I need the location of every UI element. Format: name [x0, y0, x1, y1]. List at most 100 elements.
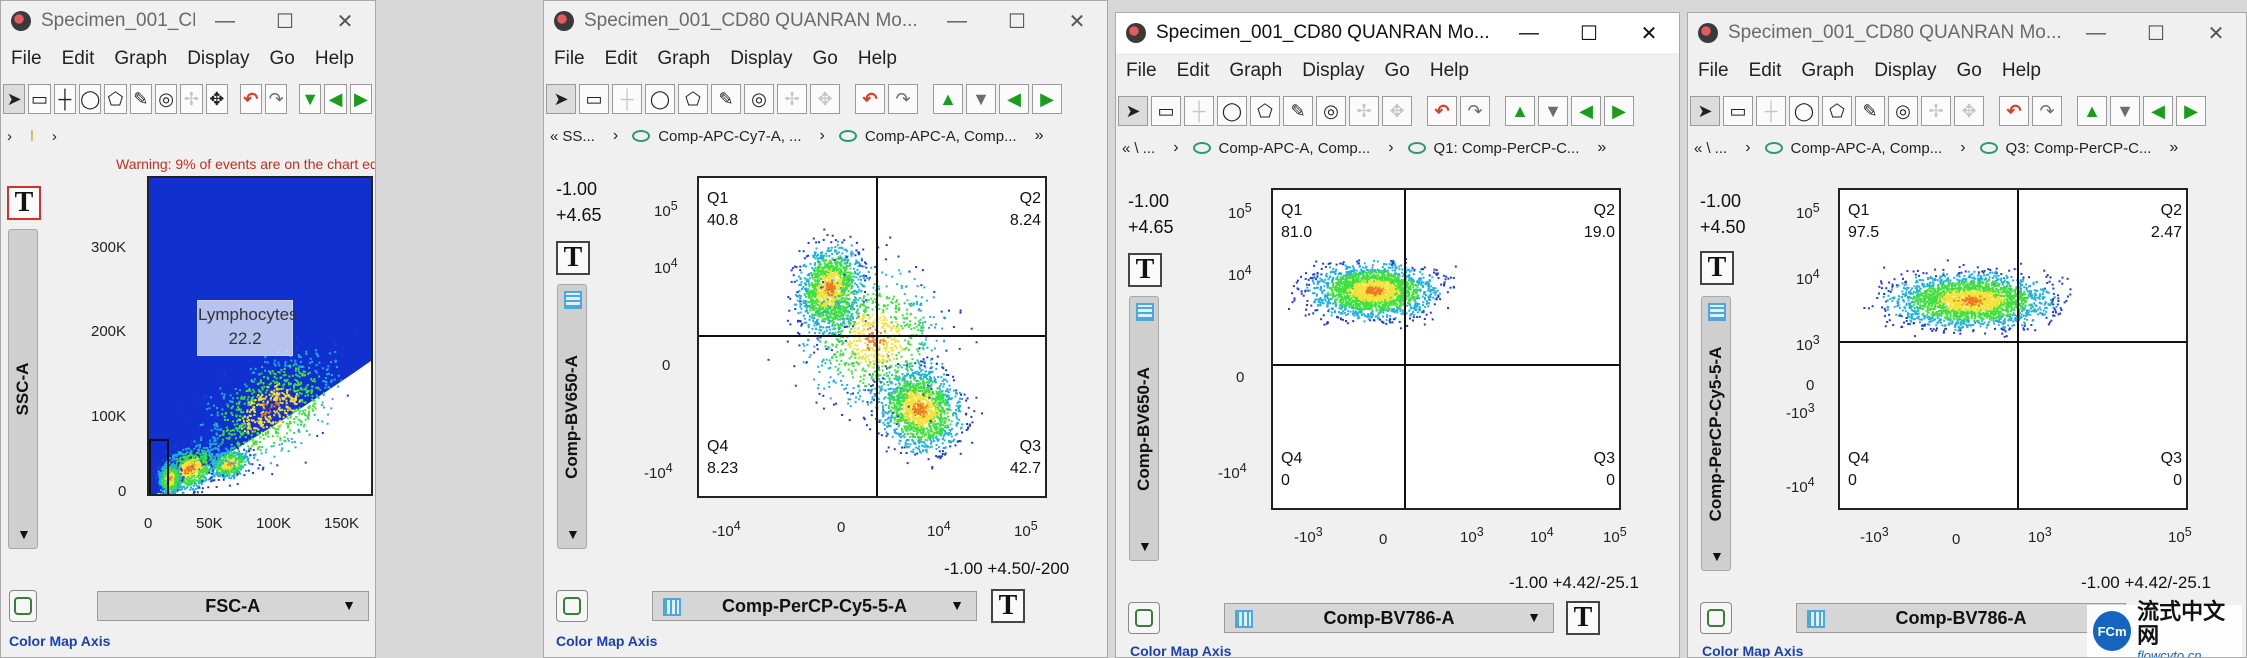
- breadcrumb-item[interactable]: Comp-APC-A, Comp...: [838, 128, 1017, 145]
- ellipse-gate-icon[interactable]: ◯: [1789, 96, 1819, 126]
- menu-display[interactable]: Display: [730, 48, 793, 69]
- close-button[interactable]: ✕: [336, 10, 354, 33]
- title-toggle-icon[interactable]: T: [991, 589, 1025, 623]
- tube-icon[interactable]: ǀ: [30, 127, 34, 145]
- pointer-tool-icon[interactable]: ➤: [1118, 96, 1148, 126]
- pan-tool-icon[interactable]: ✥: [1954, 96, 1984, 126]
- menu-go[interactable]: Go: [1384, 60, 1410, 81]
- menu-help[interactable]: Help: [1429, 60, 1469, 81]
- chevron-down-icon[interactable]: ▼: [342, 597, 356, 613]
- spider-gate-icon[interactable]: ✢: [1921, 96, 1951, 126]
- freehand-gate-icon[interactable]: ✎: [1283, 96, 1313, 126]
- breadcrumb-arrow-icon[interactable]: ›: [51, 127, 57, 145]
- color-map-axis-label[interactable]: Color Map Axis: [1702, 643, 1804, 658]
- breadcrumb-item[interactable]: Comp-APC-Cy7-A, ...: [632, 128, 802, 145]
- x-axis-selector[interactable]: Comp-BV786-A ▼: [1224, 603, 1554, 633]
- pan-tool-icon[interactable]: ✥: [810, 84, 840, 114]
- breadcrumb-item[interactable]: « \ ...: [1122, 139, 1156, 157]
- down-icon[interactable]: ▼: [966, 84, 996, 114]
- grid-icon[interactable]: [564, 291, 582, 309]
- chevron-down-icon[interactable]: ▼: [1710, 548, 1724, 564]
- x-axis-selector[interactable]: Comp-BV786-A ▼: [1796, 603, 2126, 633]
- menu-help[interactable]: Help: [2001, 60, 2041, 81]
- breadcrumb-item[interactable]: Q1: Comp-PerCP-C...: [1407, 140, 1579, 157]
- pointer-tool-icon[interactable]: ➤: [546, 84, 576, 114]
- chevron-down-icon[interactable]: ▼: [1527, 609, 1541, 625]
- minimize-button[interactable]: —: [947, 9, 967, 32]
- close-button[interactable]: ✕: [2207, 22, 2225, 45]
- maximize-button[interactable]: ☐: [1008, 10, 1026, 33]
- down-icon[interactable]: ▼: [1538, 96, 1568, 126]
- title-toggle-icon[interactable]: T: [7, 186, 41, 220]
- title-bar[interactable]: Specimen_001_CD80 QUANRAN Mo... — ☐ ✕: [544, 1, 1107, 41]
- forward-icon[interactable]: ▶: [349, 84, 373, 114]
- maximize-button[interactable]: ☐: [2147, 22, 2165, 45]
- menu-edit[interactable]: Edit: [61, 48, 95, 69]
- breadcrumb-item[interactable]: Comp-APC-A, Comp...: [1192, 140, 1370, 157]
- gate-label[interactable]: Lymphocytes 22.2: [197, 300, 298, 356]
- forward-icon[interactable]: ▶: [1032, 84, 1062, 114]
- spider-gate-icon[interactable]: ✢: [777, 84, 807, 114]
- snap-gate-icon[interactable]: ◎: [744, 84, 774, 114]
- x-axis-selector[interactable]: Comp-PerCP-Cy5-5-A ▼: [652, 591, 977, 621]
- freehand-gate-icon[interactable]: ✎: [711, 84, 741, 114]
- title-bar[interactable]: Specimen_001_CD80 QUANRAN M... — ☐ ✕: [1, 1, 375, 41]
- forward-icon[interactable]: ▶: [2176, 96, 2206, 126]
- redo-icon[interactable]: ↷: [888, 84, 918, 114]
- y-axis-selector[interactable]: Comp-PerCP-Cy5-5-A ▼: [1701, 296, 1731, 571]
- polygon-gate-icon[interactable]: ⬠: [678, 84, 708, 114]
- menu-graph[interactable]: Graph: [657, 48, 711, 69]
- undo-icon[interactable]: ↶: [1999, 96, 2029, 126]
- gate-color-icon[interactable]: [556, 590, 588, 622]
- chevron-down-icon[interactable]: ▼: [950, 597, 964, 613]
- pan-tool-icon[interactable]: ✥: [205, 84, 228, 114]
- minimize-button[interactable]: —: [215, 9, 235, 32]
- title-toggle-icon[interactable]: T: [1566, 601, 1600, 635]
- rectangle-gate-icon[interactable]: ▭: [579, 84, 609, 114]
- menu-go[interactable]: Go: [269, 48, 295, 69]
- up-icon[interactable]: ▲: [2077, 96, 2107, 126]
- snap-gate-icon[interactable]: ◎: [1888, 96, 1918, 126]
- ellipse-gate-icon[interactable]: ◯: [1217, 96, 1247, 126]
- title-toggle-icon[interactable]: T: [1128, 253, 1162, 287]
- polygon-gate-icon[interactable]: ⬠: [1822, 96, 1852, 126]
- spider-gate-icon[interactable]: ✢: [1349, 96, 1379, 126]
- undo-icon[interactable]: ↶: [239, 84, 262, 114]
- menu-file[interactable]: File: [11, 48, 42, 69]
- menu-go[interactable]: Go: [1956, 60, 1982, 81]
- menu-graph[interactable]: Graph: [1229, 60, 1283, 81]
- polygon-gate-icon[interactable]: ⬠: [1250, 96, 1280, 126]
- breadcrumb-item[interactable]: Comp-APC-A, Comp...: [1764, 140, 1942, 157]
- breadcrumb-arrow-icon[interactable]: ›: [7, 127, 12, 145]
- redo-icon[interactable]: ↷: [1460, 96, 1490, 126]
- close-button[interactable]: ✕: [1068, 10, 1086, 33]
- spider-gate-icon[interactable]: ✢: [180, 84, 203, 114]
- maximize-button[interactable]: ☐: [1580, 22, 1598, 45]
- chevron-down-icon[interactable]: ▼: [566, 526, 580, 542]
- minimize-button[interactable]: —: [2086, 21, 2106, 44]
- freehand-gate-icon[interactable]: ✎: [129, 84, 152, 114]
- maximize-button[interactable]: ☐: [276, 10, 294, 33]
- title-bar[interactable]: Specimen_001_CD80 QUANRAN Mo... — ☐ ✕: [1116, 13, 1679, 53]
- pointer-tool-icon[interactable]: ➤: [1690, 96, 1720, 126]
- breadcrumb-item[interactable]: Q3: Comp-PerCP-C...: [1979, 140, 2151, 157]
- menu-go[interactable]: Go: [812, 48, 838, 69]
- dot-plot-percp-bv650[interactable]: Q1 40.8 Q2 8.24 Q4 8.23 Q3 42.7: [697, 176, 1047, 498]
- gate-color-icon[interactable]: [1700, 602, 1732, 634]
- window-1[interactable]: Specimen_001_CD80 QUANRAN M... — ☐ ✕ Fil…: [0, 0, 376, 658]
- rectangle-gate-icon[interactable]: ▭: [1151, 96, 1181, 126]
- menu-edit[interactable]: Edit: [1176, 60, 1210, 81]
- close-button[interactable]: ✕: [1640, 22, 1658, 45]
- grid-icon[interactable]: [1136, 303, 1154, 321]
- up-icon[interactable]: ▲: [1505, 96, 1535, 126]
- title-bar[interactable]: Specimen_001_CD80 QUANRAN Mo... — ☐ ✕: [1688, 13, 2246, 53]
- undo-icon[interactable]: ↶: [855, 84, 885, 114]
- y-axis-selector[interactable]: Comp-BV650-A ▼: [1129, 296, 1159, 561]
- down-icon[interactable]: ▼: [2110, 96, 2140, 126]
- breadcrumb-more-icon[interactable]: »: [1034, 127, 1044, 144]
- pan-tool-icon[interactable]: ✥: [1382, 96, 1412, 126]
- gate-color-icon[interactable]: [9, 590, 37, 622]
- quadrant-gate-icon[interactable]: ┼: [1184, 96, 1214, 126]
- back-icon[interactable]: ◀: [2143, 96, 2173, 126]
- quadrant-gate-icon[interactable]: ┼: [1756, 96, 1786, 126]
